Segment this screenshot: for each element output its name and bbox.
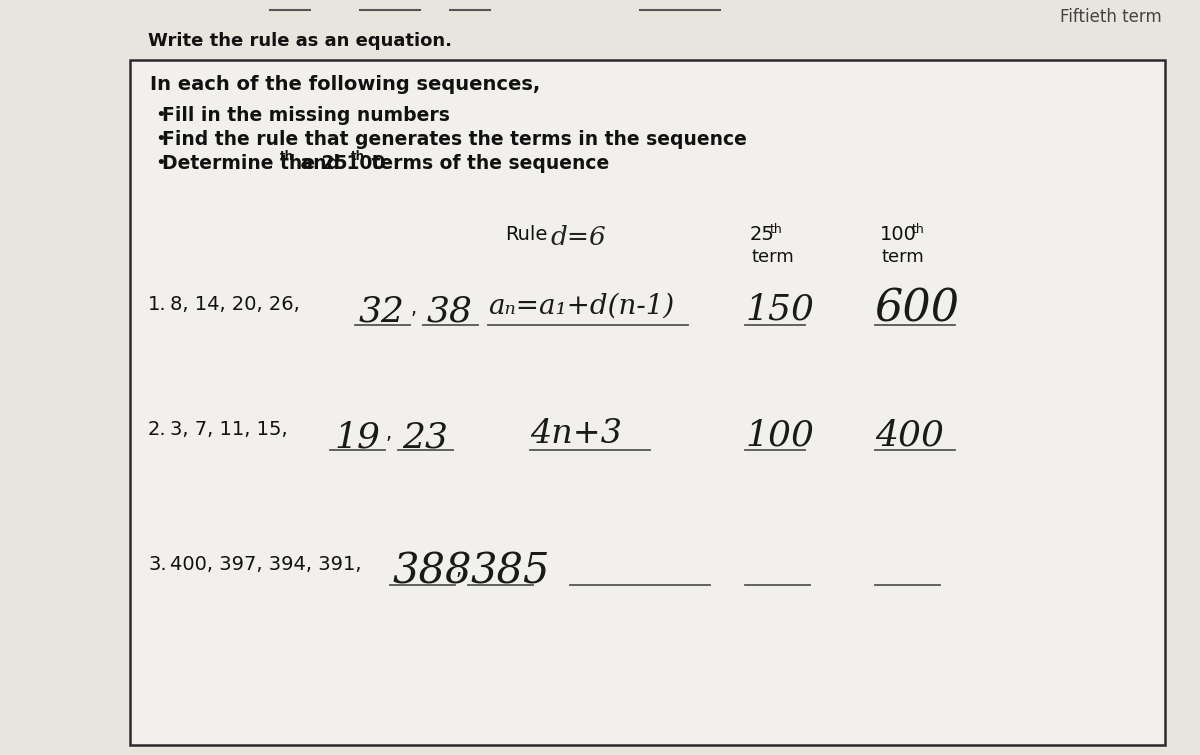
Text: 19: 19 xyxy=(334,420,380,454)
Text: •: • xyxy=(155,130,166,148)
Text: term: term xyxy=(752,248,794,266)
Text: 388: 388 xyxy=(392,551,472,593)
Text: Determine the 25: Determine the 25 xyxy=(162,154,348,173)
Text: 100: 100 xyxy=(880,225,917,244)
Text: d=6: d=6 xyxy=(550,225,606,250)
Text: 2.: 2. xyxy=(148,420,167,439)
Text: 400, 397, 394, 391,: 400, 397, 394, 391, xyxy=(170,555,361,574)
Text: ,: , xyxy=(386,424,392,443)
Text: 25: 25 xyxy=(750,225,775,244)
Text: 100: 100 xyxy=(745,418,814,452)
Text: and 100: and 100 xyxy=(294,154,385,173)
Text: Rule: Rule xyxy=(505,225,547,244)
Text: Fill in the missing numbers: Fill in the missing numbers xyxy=(162,106,450,125)
Text: 23: 23 xyxy=(402,420,448,454)
Text: •: • xyxy=(155,106,166,124)
FancyBboxPatch shape xyxy=(130,60,1165,745)
Text: 385: 385 xyxy=(470,551,550,593)
Text: th: th xyxy=(912,223,925,236)
Text: ,: , xyxy=(456,560,462,579)
Text: th: th xyxy=(352,150,365,163)
Text: th: th xyxy=(770,223,782,236)
Text: Fiftieth term: Fiftieth term xyxy=(1060,8,1162,26)
Text: term: term xyxy=(882,248,925,266)
Text: 150: 150 xyxy=(745,293,814,327)
Text: 1.: 1. xyxy=(148,295,167,314)
Text: In each of the following sequences,: In each of the following sequences, xyxy=(150,75,540,94)
Text: 38: 38 xyxy=(427,295,473,329)
Text: terms of the sequence: terms of the sequence xyxy=(365,154,610,173)
Text: aₙ=a₁+d(n-1): aₙ=a₁+d(n-1) xyxy=(488,293,674,320)
Text: 3, 7, 11, 15,: 3, 7, 11, 15, xyxy=(170,420,288,439)
Text: 400: 400 xyxy=(875,418,944,452)
Text: 8, 14, 20, 26,: 8, 14, 20, 26, xyxy=(170,295,300,314)
Text: 4n+3: 4n+3 xyxy=(530,418,622,450)
Text: Find the rule that generates the terms in the sequence: Find the rule that generates the terms i… xyxy=(162,130,746,149)
Text: Write the rule as an equation.: Write the rule as an equation. xyxy=(148,32,452,50)
Text: •: • xyxy=(155,154,166,172)
Text: th: th xyxy=(280,150,294,163)
Text: 32: 32 xyxy=(359,295,406,329)
Text: 3.: 3. xyxy=(148,555,167,574)
Text: 600: 600 xyxy=(875,287,960,330)
Text: ,: , xyxy=(410,299,418,318)
